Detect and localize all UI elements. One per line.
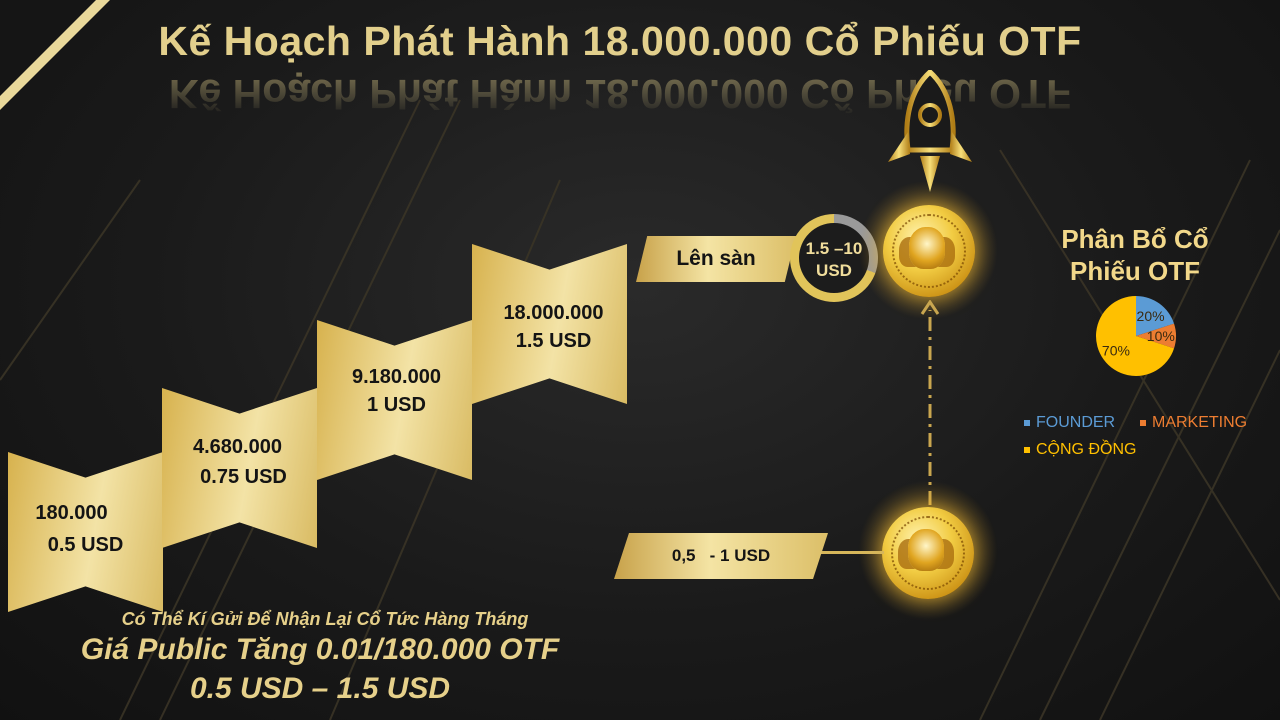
pie-title-line2: Phiếu OTF bbox=[1070, 256, 1200, 286]
pie-label-founder: 20% bbox=[1137, 308, 1165, 324]
pie-slice-founder bbox=[1136, 296, 1175, 336]
step-1-shares: 180.000 bbox=[35, 502, 108, 524]
step-4-price: 1.5 USD bbox=[515, 330, 592, 352]
legend-community-label: CỘNG ĐỒNG bbox=[1036, 441, 1137, 458]
step-2-shares: 4.680.000 bbox=[193, 436, 282, 458]
legend-marketing-swatch bbox=[1140, 420, 1146, 426]
corner-decoration-inner bbox=[0, 0, 96, 96]
step-ribbon-3: 9.180.000 1 USD bbox=[317, 320, 472, 480]
page-title-reflection: Kế Hoạch Phát Hành 18.000.000 Cổ Phiếu O… bbox=[168, 71, 1072, 117]
pie-title-line1: Phân Bổ Cổ bbox=[1061, 224, 1209, 254]
pie-title: Phân Bổ Cổ Phiếu OTF bbox=[1020, 223, 1250, 287]
legend-community: CỘNG ĐỒNG bbox=[1024, 441, 1136, 459]
listing-unit: USD bbox=[816, 261, 852, 280]
step-1-price: 0.5 USD bbox=[47, 534, 124, 556]
step-4-shares: 18.000.000 bbox=[503, 302, 604, 324]
legend-community-swatch bbox=[1024, 447, 1030, 453]
legend-founder-label: FOUNDER bbox=[1036, 414, 1116, 431]
listing-label: Lên sàn bbox=[676, 247, 756, 270]
pie-slice-cộng-đồng bbox=[1096, 296, 1175, 376]
footer-price-increase: Giá Public Tăng 0.01/180.000 OTF bbox=[80, 633, 560, 666]
legend-founder-swatch bbox=[1024, 420, 1030, 426]
connector-line bbox=[800, 551, 884, 554]
page-title: Kế Hoạch Phát Hành 18.000.000 Cổ Phiếu O… bbox=[158, 18, 1082, 64]
step-ribbon-2: 4.680.000 0.75 USD bbox=[162, 388, 317, 548]
step-3-price: 1 USD bbox=[367, 394, 426, 416]
legend-marketing-label: MARKETING bbox=[1152, 414, 1248, 431]
initial-price: 0,5 - 1 USD bbox=[671, 546, 771, 565]
listing-tag: Lên sàn bbox=[636, 236, 796, 282]
listing-range-ring bbox=[790, 214, 878, 302]
footer-price-range: 0.5 USD – 1.5 USD bbox=[189, 672, 451, 705]
listing-range-text: 1.5 –10 USD bbox=[790, 238, 878, 282]
step-ribbon-4: 18.000.000 1.5 USD bbox=[472, 244, 627, 404]
pie-label-marketing: 10% bbox=[1147, 328, 1175, 344]
step-3-shares: 9.180.000 bbox=[352, 366, 441, 388]
pie-slice-marketing bbox=[1136, 323, 1176, 349]
growth-arrow bbox=[920, 300, 940, 505]
footer-note: Có Thể Kí Gửi Để Nhận Lại Cổ Tức Hàng Th… bbox=[121, 609, 529, 629]
pie-label-cộng-đồng: 70% bbox=[1102, 343, 1130, 359]
step-ribbon-1: 180.000 0.5 USD bbox=[8, 452, 163, 612]
bottom-coin bbox=[882, 507, 974, 599]
step-2-price: 0.75 USD bbox=[200, 466, 287, 488]
rocket-icon bbox=[888, 70, 972, 192]
initial-price-tag: 0,5 - 1 USD bbox=[614, 533, 828, 579]
legend-founder: FOUNDER bbox=[1024, 414, 1115, 432]
allocation-pie-chart: 20% 10% 70% bbox=[1096, 296, 1176, 376]
listing-range: 1.5 –10 bbox=[805, 239, 863, 258]
legend-marketing: MARKETING bbox=[1140, 414, 1247, 432]
top-coin bbox=[883, 205, 975, 297]
